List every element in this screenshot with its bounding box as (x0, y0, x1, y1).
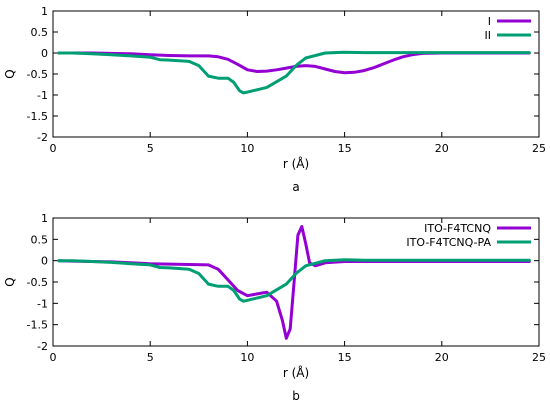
panel-a-ytick-label-6: -2 (37, 131, 48, 144)
panel-b-xtick-label-5: 25 (532, 351, 546, 364)
panel-a-ytick-label-0: 1 (41, 5, 48, 18)
panel-b-y-axis-label: Q (3, 277, 17, 286)
panel-b-series-line-0 (57, 225, 531, 340)
panel-a-ytick-label-5: -1.5 (27, 110, 48, 123)
panel-b-ytick-label-2: 0 (41, 255, 48, 268)
panel-a-plot-frame (52, 10, 540, 138)
panel-a-ytick-label-1: 0.5 (31, 26, 49, 39)
panel-a-y-axis-label: Q (3, 69, 17, 78)
panel-a-xtick-label-2: 10 (240, 142, 254, 155)
panel-a-ytick-label-4: -1 (37, 89, 48, 102)
panel-b-ytick-label-1: 0.5 (31, 233, 49, 246)
panel-b-x-axis-label: r (Å) (283, 365, 309, 380)
panel-b-xtick-label-2: 10 (240, 351, 254, 364)
panel-b-ytick-label-5: -1.5 (27, 319, 48, 332)
panel-b-ytick-label-0: 1 (41, 212, 48, 225)
panel-b-ytick-label-6: -2 (37, 340, 48, 353)
panel-a-xtick-label-5: 25 (532, 142, 546, 155)
panel-a-xtick-label-0: 0 (50, 142, 57, 155)
panel-b-ytick-label-3: -0.5 (27, 276, 48, 289)
panel-b-legend-label-0: ITO-F4TCNQ (424, 222, 491, 235)
panel-a-legend-label-1: II (485, 29, 492, 42)
panel-b-legend-label-1: ITO-F4TCNQ-PA (406, 236, 491, 249)
panel-b-xtick-label-1: 5 (147, 351, 154, 364)
panel-b-panel-label: b (292, 389, 300, 403)
panel-a-x-axis-label: r (Å) (283, 156, 309, 171)
panel-a-xtick-label-3: 15 (338, 142, 352, 155)
panel-b-xtick-label-0: 0 (50, 351, 57, 364)
panel-a-legend-label-0: I (488, 15, 491, 28)
panel-a-xtick-label-4: 20 (435, 142, 449, 155)
panel-a-ytick-label-2: 0 (41, 47, 48, 60)
panel-a-panel-label: a (292, 180, 299, 194)
panel-b-ytick-label-4: -1 (37, 297, 48, 310)
panel-b-xtick-label-4: 20 (435, 351, 449, 364)
panel-a-series-line-0 (57, 51, 531, 75)
panel-a-series-line-1 (57, 50, 531, 95)
panel-b-xtick-label-3: 15 (338, 351, 352, 364)
panel-a-ytick-label-3: -0.5 (27, 68, 48, 81)
panel-b-series-line-1 (57, 258, 531, 303)
panel-a-xtick-label-1: 5 (147, 142, 154, 155)
